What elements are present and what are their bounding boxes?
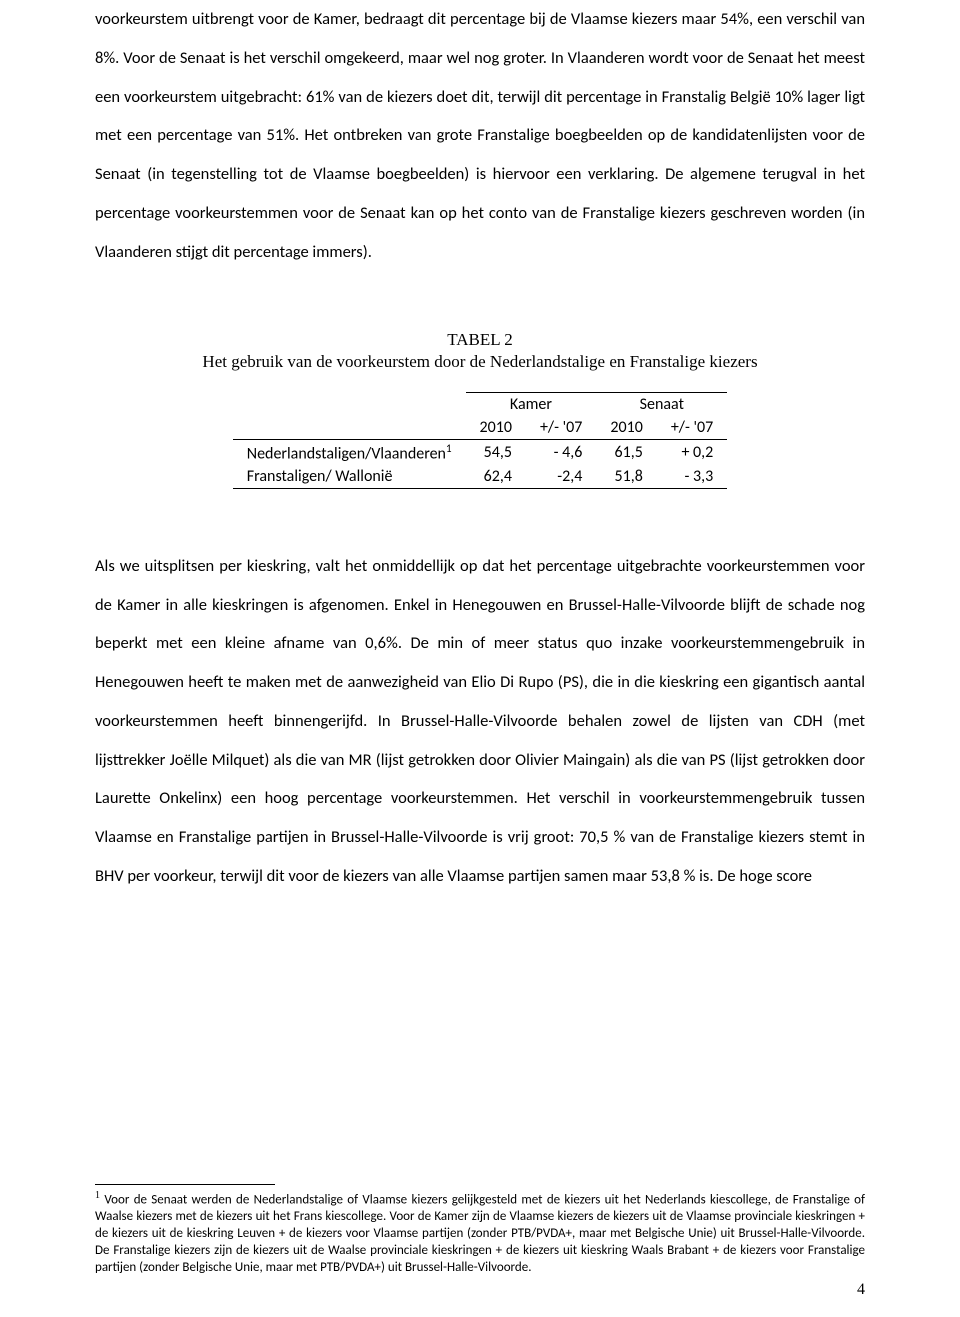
table-header-senaat: Senaat [596, 392, 727, 416]
table-cell: -2,4 [526, 465, 596, 489]
table-subheader: +/- '07 [657, 416, 727, 440]
footnote-separator [95, 1184, 275, 1185]
page-number: 4 [857, 1281, 865, 1299]
table-cell: 61,5 [596, 439, 656, 465]
paragraph-2: Als we uitsplitsen per kieskring, valt h… [95, 547, 865, 896]
paragraph-1: voorkeurstem uitbrengt voor de Kamer, be… [95, 0, 865, 271]
table-cell: - 3,3 [657, 465, 727, 489]
table-subheader: +/- '07 [526, 416, 596, 440]
table-cell: + 0,2 [657, 439, 727, 465]
table-stub-header [233, 392, 466, 416]
table-title-line2: Het gebruik van de voorkeurstem door de … [95, 351, 865, 373]
table-subheader: 2010 [466, 416, 526, 440]
data-table: Kamer Senaat 2010 +/- '07 2010 +/- '07 N… [233, 392, 727, 489]
table-2-block: TABEL 2 Het gebruik van de voorkeurstem … [95, 329, 865, 489]
table-cell: 51,8 [596, 465, 656, 489]
table-row: Nederlandstaligen/Vlaanderen1 54,5 - 4,6… [233, 439, 727, 465]
table-header-kamer: Kamer [466, 392, 597, 416]
footnote-block: 1 Voor de Senaat werden de Nederlandstal… [95, 1184, 865, 1277]
table-cell: 62,4 [466, 465, 526, 489]
row-label: Nederlandstaligen/Vlaanderen1 [233, 439, 466, 465]
table-row: Franstaligen/ Wallonië 62,4 -2,4 51,8 - … [233, 465, 727, 489]
table-cell: - 4,6 [526, 439, 596, 465]
footnote-text: 1 Voor de Senaat werden de Nederlandstal… [95, 1189, 865, 1277]
table-title-line1: TABEL 2 [95, 329, 865, 351]
table-empty-cell [233, 416, 466, 440]
row-label: Franstaligen/ Wallonië [233, 465, 466, 489]
table-cell: 54,5 [466, 439, 526, 465]
table-subheader: 2010 [596, 416, 656, 440]
